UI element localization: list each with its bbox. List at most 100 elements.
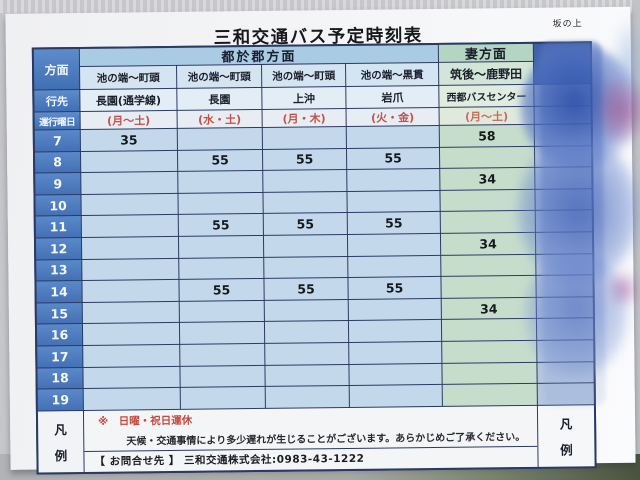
destination-col4: 岩爪 bbox=[346, 85, 439, 108]
time-cell-h10-col1 bbox=[81, 193, 178, 216]
destination-col3: 上沖 bbox=[262, 87, 346, 109]
time-cell-h16-col1 bbox=[82, 323, 180, 345]
days-col1: (月～土) bbox=[80, 110, 177, 130]
time-cell-h11-col5 bbox=[440, 211, 535, 233]
time-cell-h19-col3 bbox=[265, 386, 349, 408]
time-cell-h17-col1 bbox=[83, 344, 180, 367]
time-cell-h14-col5 bbox=[441, 276, 536, 298]
time-cell-h17-col4 bbox=[349, 341, 442, 364]
destination-col2: 長園 bbox=[177, 87, 262, 110]
time-cell-h10-col2 bbox=[178, 192, 263, 215]
legend-cell-left: 凡 例 bbox=[37, 410, 84, 473]
hour-label-17: 17 bbox=[37, 345, 83, 368]
time-cell-h19-col6 bbox=[537, 383, 594, 405]
time-cell-h8-col4: 55 bbox=[346, 147, 440, 170]
time-cell-h11-col6 bbox=[535, 210, 592, 232]
time-cell-h17-col2 bbox=[180, 343, 265, 366]
time-cell-h9-col1 bbox=[81, 172, 178, 194]
time-cell-h7-col1: 35 bbox=[80, 128, 177, 151]
time-cell-h8-col1 bbox=[80, 150, 178, 173]
hour-label-9: 9 bbox=[35, 173, 81, 195]
route-col4: 池の端～黒貫 bbox=[346, 62, 439, 86]
time-cell-h15-col1 bbox=[82, 301, 179, 324]
time-cell-h14-col6 bbox=[536, 275, 593, 297]
direction-group-tsuma: 妻方面 bbox=[438, 43, 533, 62]
time-cell-h13-col1 bbox=[82, 258, 179, 281]
time-cell-h14-col1 bbox=[82, 280, 179, 302]
days-col3: (月・木) bbox=[262, 108, 346, 127]
time-cell-h10-col3 bbox=[263, 191, 347, 214]
time-cell-h18-col6 bbox=[537, 361, 594, 383]
notes-area: ※ 日曜・祝日運休 天候・交通事情により多少遅れが生じることがございます。あらか… bbox=[83, 405, 538, 472]
time-cell-h14-col3: 55 bbox=[264, 278, 348, 300]
hour-label-16: 16 bbox=[36, 324, 83, 346]
days-col2: (水・土) bbox=[177, 109, 262, 128]
time-cell-h13-col2 bbox=[179, 257, 264, 280]
time-cell-h11-col4: 55 bbox=[347, 212, 440, 234]
legend-cell-right: 凡 例 bbox=[537, 404, 595, 467]
route-col5: 筑後～鹿野田 bbox=[439, 61, 534, 85]
time-cell-h10-col6 bbox=[535, 188, 592, 211]
note-contact-phone: 【 お問合せ先 】 三和交通株式会社:0983-43-1222 bbox=[84, 445, 538, 472]
time-cell-h16-col2 bbox=[179, 322, 265, 344]
time-cell-h7-col2 bbox=[177, 127, 262, 150]
time-cell-h17-col6 bbox=[537, 340, 594, 362]
time-cell-h15-col6 bbox=[536, 296, 593, 319]
legend-char-first: 凡 bbox=[559, 416, 573, 432]
time-cell-h8-col2: 55 bbox=[177, 149, 263, 172]
time-cell-h17-col3 bbox=[265, 342, 349, 365]
time-cell-h7-col5: 58 bbox=[439, 124, 534, 147]
note-delay-disclaimer: 天候・交通事情により多少遅れが生じることがございます。あらかじめご了承ください。 bbox=[126, 431, 526, 448]
rightmost-col-cell bbox=[534, 106, 591, 124]
note-holiday-closure: ※ 日曜・祝日運休 bbox=[97, 414, 193, 428]
hour-label-19: 19 bbox=[37, 389, 83, 411]
time-cell-h15-col2 bbox=[179, 300, 264, 323]
time-cell-h14-col2: 55 bbox=[179, 279, 264, 301]
row-label-days: 運行曜日 bbox=[34, 112, 80, 130]
destination-col1: 長園(通学線) bbox=[80, 88, 177, 112]
time-cell-h19-col1 bbox=[83, 388, 180, 410]
time-cell-h18-col3 bbox=[265, 364, 349, 387]
legend-char-second: 例 bbox=[560, 442, 573, 458]
time-cell-h13-col5 bbox=[441, 254, 536, 277]
time-cell-h8-col5 bbox=[439, 146, 535, 169]
time-cell-h7-col3 bbox=[262, 126, 346, 149]
time-cell-h17-col5 bbox=[442, 340, 537, 363]
time-cell-h8-col3: 55 bbox=[262, 148, 347, 171]
time-cell-h10-col4 bbox=[347, 190, 440, 213]
time-cell-h8-col6 bbox=[534, 145, 592, 168]
time-cell-h11-col1 bbox=[81, 215, 178, 237]
hour-label-8: 8 bbox=[35, 151, 81, 173]
time-cell-h12-col3 bbox=[263, 234, 348, 257]
route-col2: 池の端～町頭 bbox=[177, 64, 262, 88]
hour-label-13: 13 bbox=[36, 259, 82, 281]
time-cell-h18-col1 bbox=[83, 366, 180, 389]
days-col5: (月～土) bbox=[439, 106, 534, 125]
time-cell-h15-col5: 34 bbox=[441, 297, 536, 320]
route-col3: 池の端～町頭 bbox=[262, 64, 346, 87]
time-cell-h15-col3 bbox=[264, 299, 348, 322]
hour-label-12: 12 bbox=[35, 237, 82, 260]
time-cell-h7-col4 bbox=[346, 125, 439, 148]
obscured-rightmost-header bbox=[533, 43, 591, 84]
hour-label-10: 10 bbox=[35, 194, 81, 216]
timetable-grid: 方面 都於郡方面 妻方面 池の端～町頭 池の端～町頭 池の端～町頭 池の端～黒貫… bbox=[31, 41, 597, 475]
time-cell-h16-col5 bbox=[441, 319, 537, 341]
time-cell-h11-col2: 55 bbox=[178, 214, 263, 236]
hour-label-11: 11 bbox=[35, 216, 81, 238]
time-cell-h12-col2 bbox=[178, 235, 264, 258]
corner-stop-note: 坂の上 bbox=[552, 19, 583, 30]
legend-char-first: 凡 bbox=[54, 421, 67, 438]
rightmost-col-cell bbox=[534, 84, 591, 106]
time-cell-h11-col3: 55 bbox=[263, 213, 347, 235]
destination-col5: 西都バスセンター bbox=[439, 84, 534, 107]
time-cell-h16-col3 bbox=[264, 321, 349, 343]
time-cell-h19-col4 bbox=[349, 385, 442, 407]
time-cell-h9-col2 bbox=[178, 171, 263, 193]
time-cell-h7-col6 bbox=[534, 124, 591, 146]
time-cell-h18-col5 bbox=[442, 362, 537, 385]
route-col1: 池の端～町頭 bbox=[80, 65, 177, 90]
time-cell-h12-col1 bbox=[81, 236, 179, 259]
time-cell-h13-col4 bbox=[348, 255, 441, 278]
hour-label-15: 15 bbox=[36, 302, 82, 324]
